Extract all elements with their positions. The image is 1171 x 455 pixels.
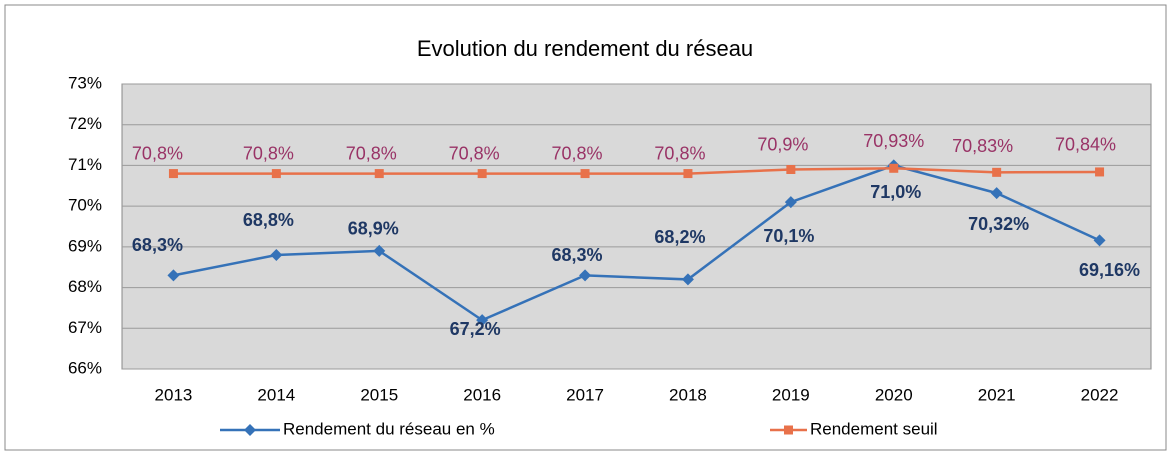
data-label: 70,8%: [449, 143, 500, 163]
data-point: [990, 187, 1003, 200]
data-point: [167, 269, 180, 282]
data-point: [683, 169, 693, 179]
data-point: [477, 169, 487, 179]
data-label: 70,8%: [552, 143, 603, 163]
data-point: [476, 314, 489, 327]
y-tick-label: 73%: [68, 73, 102, 92]
data-point: [271, 169, 281, 179]
x-tick-label: 2016: [463, 385, 501, 404]
x-tick-label: 2020: [875, 385, 913, 404]
data-label: 70,8%: [346, 143, 397, 163]
data-point: [270, 249, 283, 261]
x-tick-label: 2021: [978, 385, 1016, 404]
data-label: 70,8%: [243, 143, 294, 163]
x-tick-label: 2022: [1081, 385, 1119, 404]
plot-area: [121, 83, 1152, 370]
data-label: 70,9%: [757, 134, 808, 154]
data-label: 70,84%: [1055, 135, 1116, 155]
data-label: 68,3%: [552, 245, 603, 265]
data-label: 68,2%: [654, 227, 705, 247]
data-label: 70,32%: [968, 214, 1029, 234]
y-tick-label: 66%: [68, 358, 102, 377]
y-tick-label: 67%: [68, 318, 102, 337]
data-label: 68,3%: [132, 235, 183, 255]
legend-label: Rendement seuil: [810, 419, 938, 438]
data-label: 71,0%: [870, 182, 921, 202]
x-tick-label: 2018: [669, 385, 707, 404]
legend-label: Rendement du réseau en %: [283, 419, 495, 438]
data-point: [1095, 167, 1105, 177]
data-point: [889, 163, 899, 173]
data-label: 70,8%: [654, 143, 705, 163]
data-point: [373, 244, 386, 257]
data-point: [1093, 234, 1106, 247]
y-tick-label: 70%: [68, 196, 102, 215]
data-point: [580, 169, 590, 179]
legend-marker: [784, 425, 793, 435]
data-point: [681, 273, 694, 286]
x-tick-label: 2013: [155, 385, 193, 404]
x-tick-label: 2017: [566, 385, 604, 404]
data-point: [579, 269, 592, 282]
data-point: [784, 196, 797, 209]
data-label: 68,9%: [348, 219, 399, 239]
data-point: [168, 169, 178, 179]
data-point: [374, 169, 384, 179]
y-tick-label: 72%: [68, 114, 102, 133]
y-tick-label: 69%: [68, 236, 102, 255]
data-label: 70,93%: [863, 131, 924, 151]
x-tick-label: 2014: [257, 385, 295, 404]
data-label: 67,2%: [450, 319, 501, 339]
data-label: 70,8%: [132, 143, 183, 163]
x-tick-label: 2015: [360, 385, 398, 404]
data-label: 70,83%: [952, 136, 1013, 156]
data-point: [992, 167, 1002, 177]
series-line: [173, 167, 1100, 175]
data-label: 69,16%: [1079, 260, 1140, 280]
data-label: 70,1%: [763, 226, 814, 246]
x-tick-label: 2019: [772, 385, 810, 404]
data-label: 68,8%: [243, 210, 294, 230]
series-line: [173, 164, 1101, 322]
y-tick-label: 71%: [68, 155, 102, 174]
data-point: [786, 165, 796, 174]
chart-title: Evolution du rendement du réseau: [417, 36, 753, 61]
legend-marker: [244, 424, 256, 436]
y-tick-label: 68%: [68, 277, 102, 296]
